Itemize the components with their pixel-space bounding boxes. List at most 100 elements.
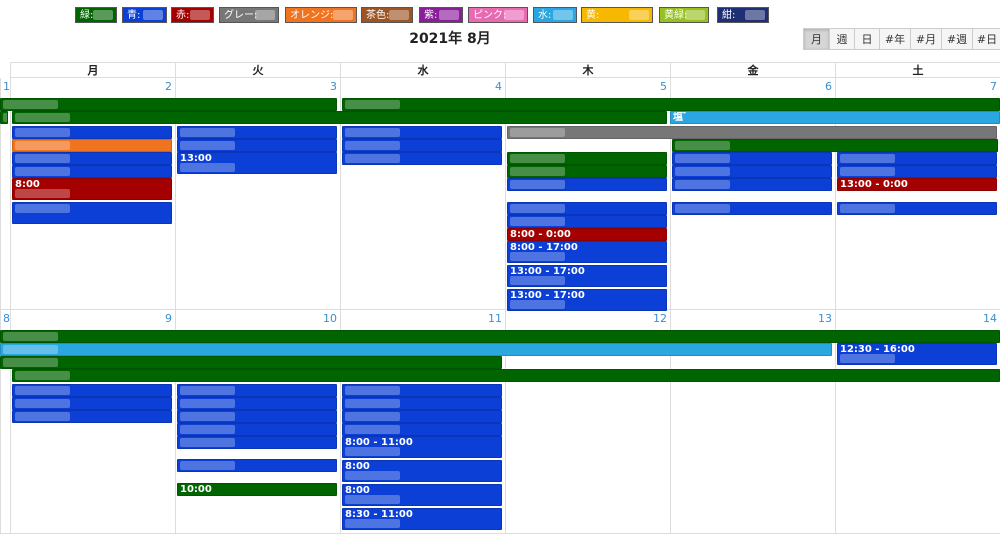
calendar-event[interactable] xyxy=(507,202,667,215)
calendar-event[interactable] xyxy=(837,202,997,215)
calendar-event[interactable]: 12:30 - 16:00 xyxy=(837,343,997,365)
calendar-event[interactable] xyxy=(342,139,502,152)
calendar-event[interactable] xyxy=(837,165,997,178)
calendar-event[interactable] xyxy=(672,178,832,191)
calendar-event[interactable] xyxy=(12,397,172,410)
calendar-event[interactable] xyxy=(507,165,667,178)
calendar-event[interactable] xyxy=(177,139,337,152)
day-number[interactable]: 10 xyxy=(323,312,337,325)
calendar-event[interactable] xyxy=(177,410,337,423)
day-number[interactable]: 11 xyxy=(488,312,502,325)
calendar-event[interactable] xyxy=(12,384,172,397)
calendar-event[interactable] xyxy=(672,202,832,215)
day-number[interactable]: 1 xyxy=(3,80,10,93)
calendar-event[interactable] xyxy=(0,98,337,111)
calendar-event[interactable] xyxy=(177,423,337,436)
calendar-event[interactable]: 13:00 xyxy=(177,152,337,174)
calendar-event[interactable] xyxy=(177,384,337,397)
view-button-6[interactable]: #日 xyxy=(972,28,1000,50)
calendar-event[interactable] xyxy=(342,152,502,165)
calendar-event[interactable] xyxy=(0,356,502,369)
calendar-event[interactable] xyxy=(342,423,502,436)
day-number[interactable]: 4 xyxy=(495,80,502,93)
event-title-redacted xyxy=(15,386,70,395)
day-cell[interactable]: 2 xyxy=(10,78,175,310)
event-time-label: 8:00 - 17:00 xyxy=(510,242,578,253)
calendar-event[interactable] xyxy=(177,126,337,139)
legend-label: 茶色: xyxy=(366,10,390,21)
calendar-event[interactable]: 8:00 - 0:00 xyxy=(507,228,667,241)
view-button-2[interactable]: 日 xyxy=(854,28,880,50)
calendar-event[interactable] xyxy=(507,215,667,228)
legend-item-ygreen: 黄緑: xyxy=(659,7,709,23)
calendar-event[interactable] xyxy=(12,111,667,124)
calendar-event[interactable]: 8:00 xyxy=(342,460,502,482)
day-cell[interactable]: 7 xyxy=(835,78,1000,310)
legend-redacted xyxy=(745,10,765,20)
legend-redacted xyxy=(143,10,163,20)
calendar-event[interactable]: 8:30 - 11:00 xyxy=(342,508,502,530)
event-title-redacted xyxy=(345,447,400,456)
calendar-event[interactable]: 13:00 - 17:00 xyxy=(507,265,667,287)
calendar-event[interactable] xyxy=(12,139,172,152)
calendar-event[interactable] xyxy=(12,152,172,165)
calendar-event[interactable] xyxy=(672,152,832,165)
weekday-header: 火 xyxy=(175,62,340,78)
event-title-redacted xyxy=(15,189,70,198)
view-button-0[interactable]: 月 xyxy=(803,28,830,50)
day-number[interactable]: 9 xyxy=(165,312,172,325)
calendar-event[interactable]: 塩ﾞ xyxy=(670,111,1000,124)
day-number[interactable]: 5 xyxy=(660,80,667,93)
calendar-event[interactable] xyxy=(177,459,337,472)
calendar-event[interactable] xyxy=(0,330,1000,343)
calendar-event[interactable]: 8:00 - 17:00 xyxy=(507,241,667,263)
calendar-event[interactable] xyxy=(507,178,667,191)
day-number[interactable]: 7 xyxy=(990,80,997,93)
view-button-1[interactable]: 週 xyxy=(829,28,855,50)
calendar-event[interactable] xyxy=(12,410,172,423)
day-cell[interactable]: 1 xyxy=(0,78,10,310)
calendar-event[interactable] xyxy=(342,126,502,139)
weekday-header: 木 xyxy=(505,62,670,78)
calendar-event[interactable] xyxy=(672,139,998,152)
day-cell[interactable]: 3 xyxy=(175,78,340,310)
calendar-event[interactable] xyxy=(12,202,172,224)
day-number[interactable]: 2 xyxy=(165,80,172,93)
calendar-event[interactable] xyxy=(177,436,337,449)
event-title-redacted xyxy=(510,276,565,285)
calendar-event[interactable] xyxy=(0,111,8,124)
calendar-event[interactable]: 8:00 - 11:00 xyxy=(342,436,502,458)
calendar-event[interactable] xyxy=(837,152,997,165)
calendar-event[interactable] xyxy=(342,384,502,397)
calendar-event[interactable] xyxy=(12,165,172,178)
day-number[interactable]: 6 xyxy=(825,80,832,93)
calendar-event[interactable] xyxy=(342,98,1000,111)
day-number[interactable]: 3 xyxy=(330,80,337,93)
event-time-label: 8:00 xyxy=(15,179,40,190)
day-cell[interactable]: 4 xyxy=(340,78,505,310)
calendar-event[interactable]: 13:00 - 0:00 xyxy=(837,178,997,191)
calendar-event[interactable]: 8:00 xyxy=(12,178,172,200)
calendar-event[interactable] xyxy=(507,126,997,139)
calendar-event[interactable] xyxy=(12,126,172,139)
calendar-event[interactable] xyxy=(672,165,832,178)
calendar-event[interactable] xyxy=(0,343,832,356)
view-button-3[interactable]: #年 xyxy=(879,28,911,50)
view-button-4[interactable]: #月 xyxy=(910,28,942,50)
calendar-event[interactable] xyxy=(177,397,337,410)
calendar-event[interactable] xyxy=(12,369,1000,382)
calendar-event[interactable] xyxy=(507,152,667,165)
day-cell[interactable]: 6 xyxy=(670,78,835,310)
calendar-event[interactable] xyxy=(342,397,502,410)
event-title-redacted xyxy=(345,141,400,150)
calendar-event[interactable]: 13:00 - 17:00 xyxy=(507,289,667,311)
calendar-event[interactable]: 10:00 xyxy=(177,483,337,496)
day-number[interactable]: 8 xyxy=(3,312,10,325)
legend-label: 黄緑: xyxy=(664,10,688,21)
calendar-event[interactable] xyxy=(342,410,502,423)
day-number[interactable]: 14 xyxy=(983,312,997,325)
view-button-5[interactable]: #週 xyxy=(941,28,973,50)
day-number[interactable]: 13 xyxy=(818,312,832,325)
day-number[interactable]: 12 xyxy=(653,312,667,325)
calendar-event[interactable]: 8:00 xyxy=(342,484,502,506)
